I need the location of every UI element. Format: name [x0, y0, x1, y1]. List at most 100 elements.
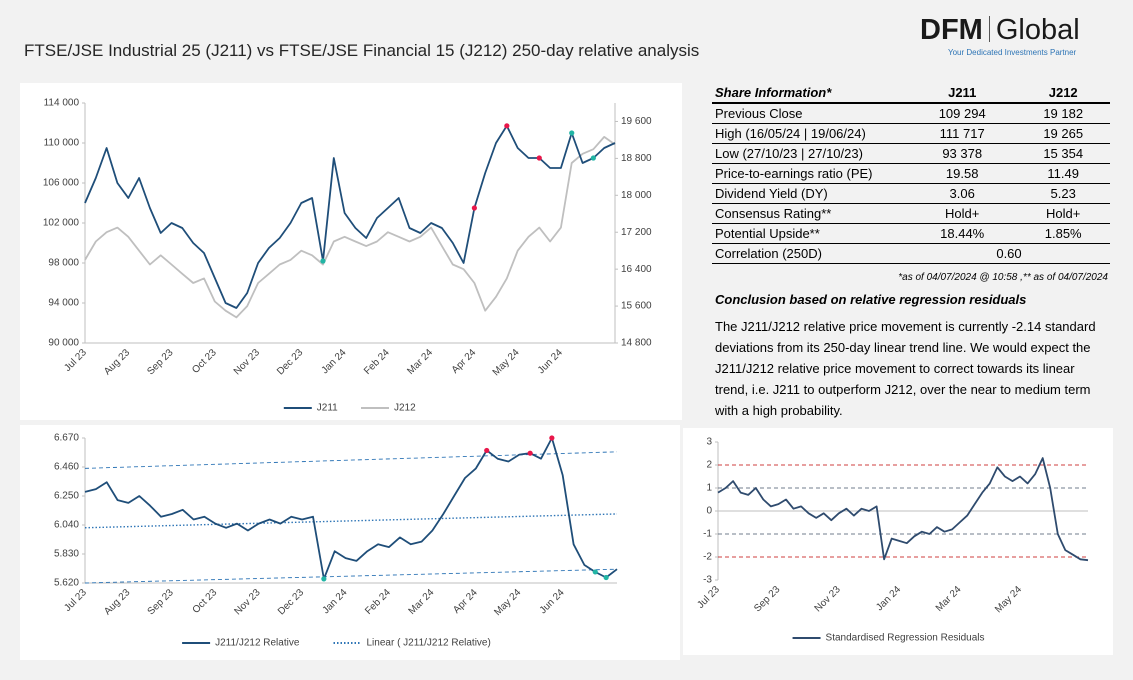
highlight-marker	[590, 155, 596, 161]
table-cell: 18.44%	[908, 223, 1017, 244]
y2-tick-label: 14 800	[621, 338, 652, 349]
y2-tick-label: 17 200	[621, 227, 652, 238]
y-tick-label: 6.040	[54, 520, 79, 531]
y-tick-label: -2	[703, 552, 712, 563]
x-tick-label: Jan 24	[321, 587, 350, 616]
logo: DFM Global Your Dedicated Investments Par…	[920, 14, 1120, 57]
conclusion-title: Conclusion based on relative regression …	[715, 292, 1027, 307]
x-tick-label: Nov 23	[232, 347, 262, 377]
table-cell: Dividend Yield (DY)	[712, 183, 908, 204]
x-tick-label: Dec 23	[275, 347, 305, 377]
x-tick-label: May 24	[492, 587, 523, 618]
table-cell: 0.60	[908, 243, 1110, 264]
table-cell: J212	[1016, 83, 1110, 104]
x-tick-label: Sep 23	[146, 587, 176, 617]
table-cell: 93 378	[908, 143, 1017, 164]
trend-line	[84, 513, 618, 529]
table-row: Consensus Rating** Hold+ Hold+	[712, 203, 1110, 224]
series-line	[717, 457, 1089, 562]
x-tick-label: Feb 24	[363, 587, 393, 617]
table-cell: Potential Upside**	[712, 223, 908, 244]
y-tick-label: -3	[703, 575, 712, 586]
y-tick-label: 6.460	[54, 462, 79, 473]
table-cell: 109 294	[908, 103, 1017, 124]
y-tick-label: 6.670	[54, 433, 79, 444]
table-cell: 19.58	[908, 163, 1017, 184]
x-tick-label: Apr 24	[451, 587, 480, 616]
highlight-marker	[592, 569, 598, 575]
table-cell: Hold+	[908, 203, 1017, 224]
table-row: High (16/05/24 | 19/06/24) 111 717 19 265	[712, 123, 1110, 144]
y2-tick-label: 16 400	[621, 264, 652, 275]
x-tick-label: Aug 23	[102, 587, 132, 617]
highlight-marker	[504, 123, 510, 129]
x-tick-label: Mar 24	[405, 347, 435, 377]
x-tick-label: Nov 23	[233, 587, 263, 617]
series-line	[84, 124, 616, 309]
x-tick-label: Oct 23	[191, 587, 220, 616]
x-tick-label: Mar 24	[934, 584, 964, 614]
table-cell: 3.06	[908, 183, 1017, 204]
table-cell: 19 182	[1016, 103, 1110, 124]
logo-name: Global	[995, 14, 1080, 46]
highlight-marker	[569, 130, 575, 136]
y-tick-label: 3	[706, 437, 712, 448]
y-tick-label: -1	[703, 529, 712, 540]
highlight-marker	[484, 447, 490, 454]
table-row: Potential Upside** 18.44% 1.85%	[712, 223, 1110, 244]
legend-label: J211	[317, 403, 338, 414]
x-tick-label: Mar 24	[407, 587, 437, 617]
y-tick-label: 94 000	[48, 298, 79, 309]
table-row: Dividend Yield (DY) 3.06 5.23	[712, 183, 1110, 204]
highlight-marker	[527, 450, 533, 456]
y2-tick-label: 15 600	[621, 301, 652, 312]
y-tick-label: 1	[706, 483, 712, 494]
y-tick-label: 110 000	[44, 138, 80, 149]
table-cell: Share Information*	[712, 83, 908, 104]
x-tick-label: Apr 24	[450, 347, 479, 376]
table-row: Correlation (250D) 0.60	[712, 243, 1110, 264]
table-cell: Consensus Rating**	[712, 203, 908, 224]
y2-tick-label: 18 800	[621, 153, 652, 164]
table-header: Share Information* J211 J212	[712, 83, 1110, 104]
y2-tick-label: 19 600	[621, 116, 652, 127]
x-tick-label: Jan 24	[874, 584, 903, 613]
conclusion-text: The J211/J212 relative price movement is…	[715, 319, 1096, 418]
relative-chart: 5.620 5.830 6.040 6.250 6.460 6.670 Jul 23 Aug …	[54, 433, 618, 649]
logo-separator	[988, 16, 990, 42]
price-panel: 90 000 94 000 98 000 102 000 106 000 110 000 1…	[20, 83, 682, 420]
y-tick-label: 2	[706, 460, 712, 471]
x-tick-label: Jul 23	[62, 587, 89, 614]
y-tick-label: 102 000	[43, 218, 80, 229]
highlight-marker	[603, 574, 609, 581]
x-tick-label: Jul 23	[695, 584, 722, 611]
y-tick-label: 98 000	[48, 258, 79, 269]
table-cell: Previous Close	[712, 103, 908, 124]
series-line	[84, 437, 618, 580]
highlight-marker	[320, 258, 326, 264]
y-tick-label: 5.830	[54, 549, 79, 560]
band-line	[84, 451, 618, 469]
band-line	[84, 568, 618, 584]
table-cell: 15 354	[1016, 143, 1110, 164]
y-tick-label: 114 000	[44, 98, 80, 109]
relative-panel: 5.620 5.830 6.040 6.250 6.460 6.670 Jul 23 Aug …	[20, 425, 680, 660]
x-tick-label: Sep 23	[752, 584, 782, 614]
highlight-marker	[471, 205, 477, 211]
legend-label: Linear ( J211/J212 Relative)	[367, 638, 491, 649]
table-cell: Hold+	[1016, 203, 1110, 224]
table-row: Low (27/10/23 | 27/10/23) 93 378 15 354	[712, 143, 1110, 164]
legend-label: J212	[394, 403, 416, 414]
page-title: FTSE/JSE Industrial 25 (J211) vs FTSE/JS…	[24, 41, 700, 60]
y-tick-label: 5.620	[54, 578, 79, 589]
table-footnote: *as of 04/07/2024 @ 10:58 ,** as of 04/0…	[898, 272, 1108, 283]
table-cell: 11.49	[1016, 163, 1110, 184]
series-line	[84, 136, 616, 319]
y-tick-label: 90 000	[48, 338, 79, 349]
residual-chart: -3 -2 -1 0 1 2 3 Jul 23 Sep 23 Nov 23 Jan 24 Mar 24…	[695, 437, 1089, 644]
y-tick-label: 0	[706, 506, 712, 517]
x-tick-label: Jul 23	[62, 347, 89, 374]
table-cell: 5.23	[1016, 183, 1110, 204]
table-cell: Low (27/10/23 | 27/10/23)	[712, 143, 908, 164]
